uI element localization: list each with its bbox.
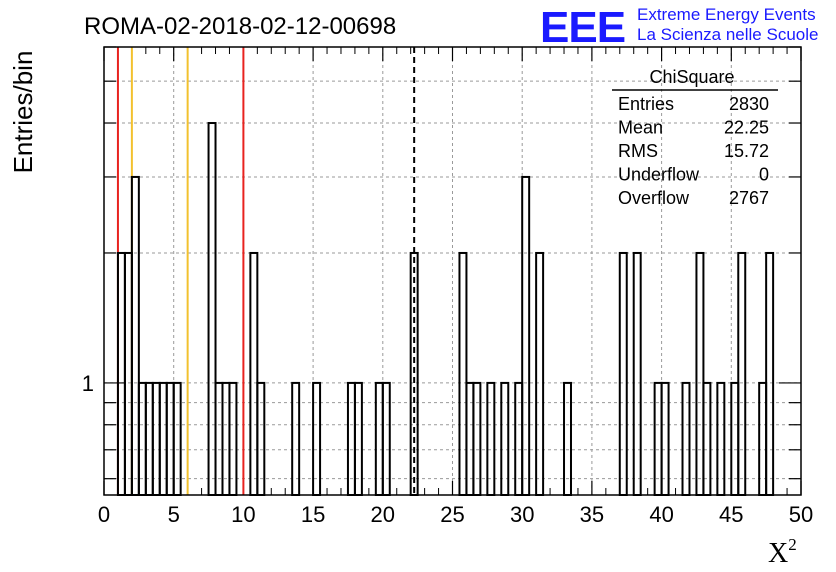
stats-label: Entries: [618, 94, 674, 114]
x-axis-label: X2: [768, 535, 797, 569]
y-axis-label: Entries/bin: [8, 51, 38, 174]
chart-title: ROMA-02-2018-02-12-00698: [84, 13, 396, 40]
histogram-bin: [765, 251, 775, 496]
eee-logo-mark: EEE: [540, 3, 625, 52]
x-tick-label: 10: [231, 502, 255, 527]
x-tick-label: 0: [98, 502, 110, 527]
histogram-bin: [116, 251, 126, 496]
histogram-bin: [737, 251, 747, 496]
x-tick-label: 25: [440, 502, 464, 527]
stats-value: 0: [759, 165, 769, 185]
plot-frame: [103, 46, 802, 496]
histogram-bin: [695, 251, 705, 496]
histogram-bin: [618, 251, 628, 496]
x-tick-label: 15: [301, 502, 325, 527]
stats-value: 22.25: [724, 118, 769, 138]
stats-value: 2767: [729, 188, 769, 208]
histogram-bin: [207, 122, 217, 497]
stats-label: Mean: [618, 118, 663, 138]
stats-value: 15.72: [724, 141, 769, 161]
x-tick-label: 30: [510, 502, 534, 527]
y-tick-label: 1: [82, 371, 94, 396]
stats-label: RMS: [618, 141, 658, 161]
histogram-bin: [458, 251, 468, 496]
logo-line-1: Extreme Energy Events: [637, 5, 816, 24]
stats-box: ChiSquare Entries 2830 Mean 22.25 RMS 15.72 Un…: [612, 67, 778, 208]
logo-line-2: La Scienza nelle Scuole: [637, 25, 818, 44]
x-tick-label: 5: [168, 502, 180, 527]
histogram-bin: [632, 251, 642, 496]
grid: [104, 46, 801, 495]
stats-label: Overflow: [618, 188, 690, 208]
stats-title: ChiSquare: [649, 67, 734, 87]
x-tick-label: 20: [371, 502, 395, 527]
x-tick-label: 40: [649, 502, 673, 527]
histogram-bin: [521, 175, 531, 497]
stats-label: Underflow: [618, 165, 700, 185]
tick-labels: 0 5 10 15 20 25 30 35 40 45 50 1: [82, 371, 813, 527]
histogram-bin: [130, 175, 140, 497]
eee-logo: EEE Extreme Energy Events La Scienza nel…: [540, 3, 818, 52]
histogram-bin: [249, 251, 259, 496]
reference-lines: [116, 47, 416, 495]
x-tick-label: 45: [719, 502, 743, 527]
stats-value: 2830: [729, 94, 769, 114]
histogram-bin: [535, 251, 545, 496]
x-tick-label: 50: [789, 502, 813, 527]
histogram-bin: [123, 251, 133, 496]
x-tick-label: 35: [580, 502, 604, 527]
